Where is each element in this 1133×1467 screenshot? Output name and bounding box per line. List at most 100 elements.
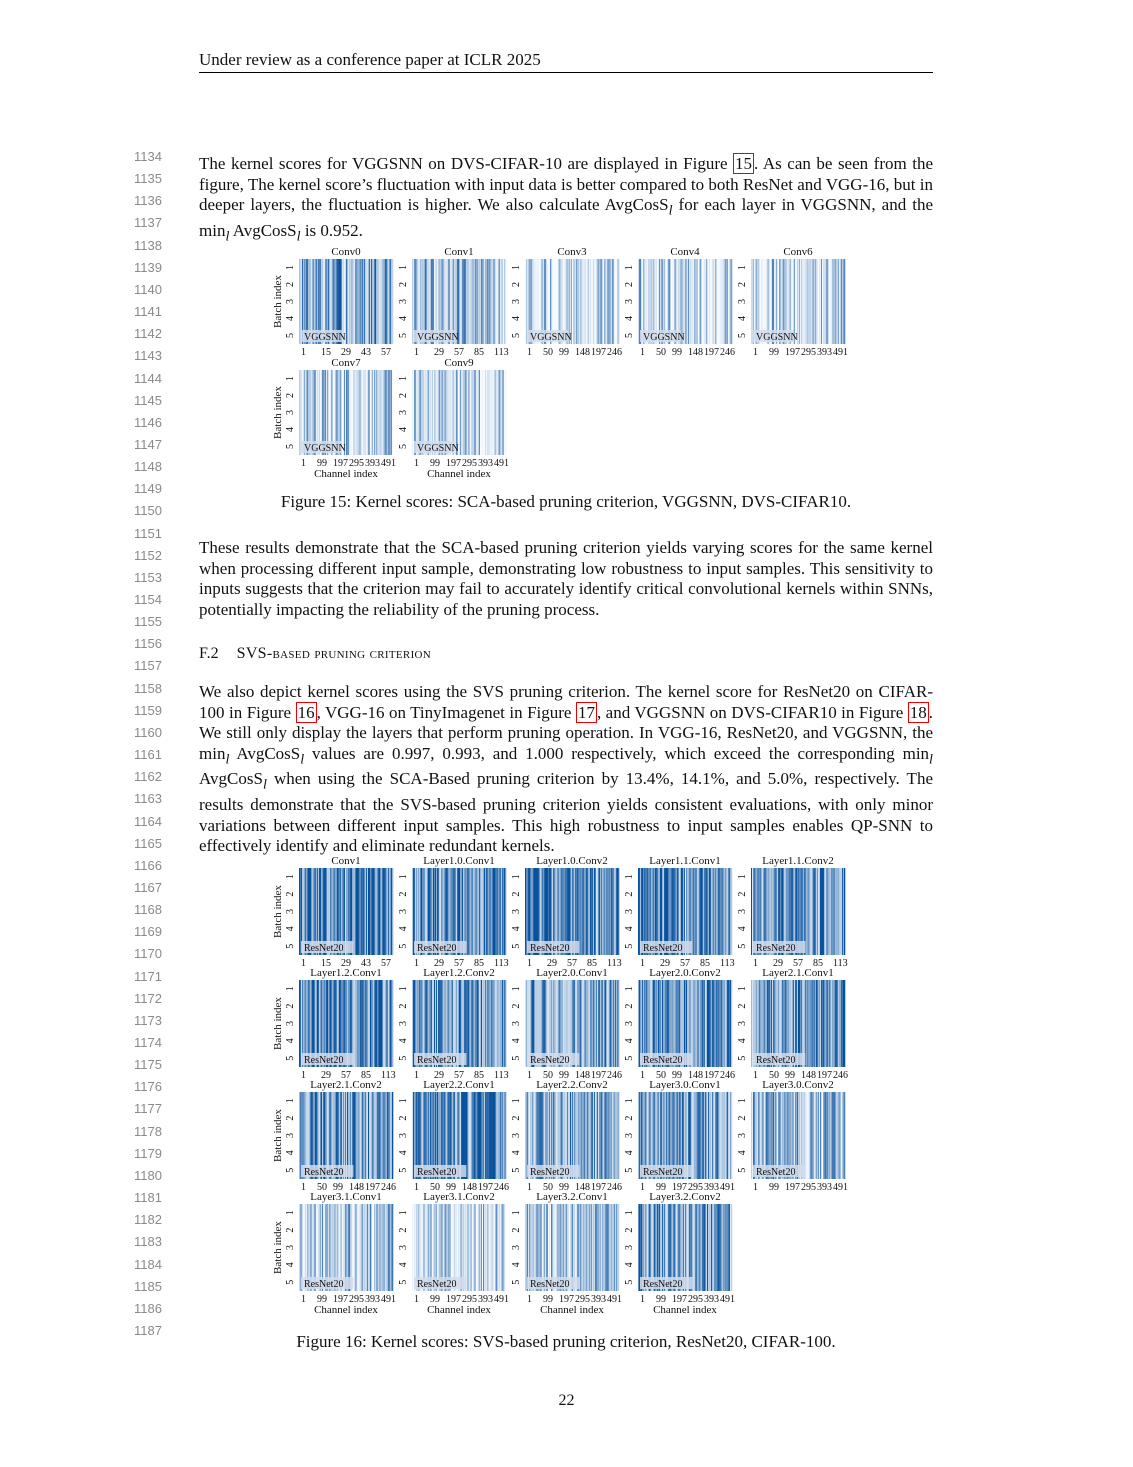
heatmap-column xyxy=(842,1092,845,1179)
heatmap-column xyxy=(696,980,698,1067)
y-tick-label: 3 xyxy=(624,1021,635,1026)
heatmap-column xyxy=(698,1204,700,1291)
heatmap-column xyxy=(570,259,573,344)
heatmap-column xyxy=(414,259,416,344)
heatmap-column xyxy=(436,259,438,344)
heatmap-column xyxy=(549,1204,551,1291)
heatmap-column xyxy=(838,868,841,955)
heatmap-column xyxy=(655,1204,658,1291)
heatmap-column xyxy=(787,1092,789,1179)
heatmap-column xyxy=(654,259,657,344)
heatmap-column xyxy=(387,868,390,955)
heatmap-column xyxy=(479,980,482,1067)
figure-16-link[interactable]: 16 xyxy=(295,701,317,723)
heatmap-column xyxy=(453,868,456,955)
heatmap-column xyxy=(730,259,733,344)
heatmap-column xyxy=(360,980,362,1067)
heatmap-column xyxy=(816,980,819,1067)
heatmap-column xyxy=(439,259,441,344)
legend-label: ResNet20 xyxy=(756,1055,795,1066)
heatmap-column xyxy=(782,868,784,955)
heatmap-column xyxy=(819,868,822,955)
figure-15-link[interactable]: 15 xyxy=(733,153,755,174)
heatmap-column xyxy=(601,1204,603,1291)
heatmap-column xyxy=(317,370,320,455)
y-tick-label: 5 xyxy=(285,333,296,338)
heatmap-column xyxy=(462,980,464,1067)
legend-label: VGGSNN xyxy=(530,332,572,343)
heatmap-column xyxy=(575,259,577,344)
y-tick-label: 1 xyxy=(398,1210,409,1215)
heatmap-column xyxy=(726,1092,729,1179)
heatmap-column xyxy=(751,259,753,344)
heatmap-column xyxy=(391,980,394,1067)
heatmap-column xyxy=(371,370,373,455)
heatmap-column xyxy=(486,259,488,344)
heatmap-column xyxy=(585,1204,587,1291)
panel-title: Layer2.0.Conv2 xyxy=(649,967,720,979)
heatmap-column xyxy=(553,980,555,1067)
heatmap-column xyxy=(543,980,546,1067)
heatmap-column xyxy=(813,1092,816,1179)
x-tick-label: 99 xyxy=(559,1070,569,1081)
heatmap-column xyxy=(712,980,714,1067)
heatmap-column xyxy=(566,868,569,955)
x-axis-label: Channel index xyxy=(540,1304,604,1316)
y-tick-label: 5 xyxy=(511,1056,522,1061)
legend-box xyxy=(301,441,342,453)
y-axis-label: Batch index xyxy=(272,275,284,328)
heatmap-column xyxy=(663,868,665,955)
heatmap-column xyxy=(610,868,612,955)
heatmap-column xyxy=(584,868,586,955)
heatmap-column xyxy=(535,1092,537,1179)
legend-label: ResNet20 xyxy=(417,1055,456,1066)
x-tick-label: 1 xyxy=(301,958,306,969)
x-tick-label: 246 xyxy=(381,1182,396,1193)
heatmap-column xyxy=(685,868,687,955)
heatmap-column xyxy=(791,980,794,1067)
legend-box xyxy=(640,941,693,953)
heatmap-column xyxy=(642,259,644,344)
x-tick-label: 1 xyxy=(414,1070,419,1081)
heatmap-column xyxy=(455,259,458,344)
figure-18-link[interactable]: 18 xyxy=(907,701,929,723)
heatmap-column xyxy=(665,259,667,344)
heatmap-column xyxy=(329,370,331,455)
heatmap-column xyxy=(583,1092,585,1179)
heatmap-column xyxy=(840,259,843,344)
heatmap-column xyxy=(812,868,814,955)
heatmap-column xyxy=(586,868,588,955)
heatmap-column xyxy=(545,259,548,344)
heatmap-column xyxy=(612,980,615,1067)
heatmap-column xyxy=(502,980,505,1067)
heatmap-column xyxy=(756,259,758,344)
heatmap-column xyxy=(751,980,753,1067)
heatmap-column xyxy=(467,868,469,955)
heatmap-column xyxy=(329,980,331,1067)
heatmap-column xyxy=(840,868,843,955)
heatmap-column xyxy=(531,1092,533,1179)
y-tick-label: 2 xyxy=(737,1116,748,1121)
heatmap-column xyxy=(688,1092,690,1179)
heatmap-column xyxy=(562,980,564,1067)
heatmap-column xyxy=(436,980,438,1067)
heatmap-column xyxy=(597,980,599,1067)
heatmap-column xyxy=(753,1092,755,1179)
heatmap-column xyxy=(581,259,583,344)
heatmap-column xyxy=(385,1204,388,1291)
heatmap-column xyxy=(839,868,842,955)
y-tick-label: 4 xyxy=(398,1150,409,1155)
y-tick-label: 3 xyxy=(398,299,409,304)
heatmap-column xyxy=(599,1092,601,1179)
heatmap-column xyxy=(561,1204,563,1291)
figure-17-link[interactable]: 17 xyxy=(575,701,597,723)
heatmap-column xyxy=(326,868,328,955)
heatmap-column xyxy=(607,1204,609,1291)
heatmap-column xyxy=(662,868,664,955)
heatmap-column xyxy=(706,868,709,955)
heatmap-column xyxy=(368,868,371,955)
heatmap-column xyxy=(728,1092,731,1179)
heatmap-column xyxy=(453,370,456,455)
heatmap-column xyxy=(683,980,686,1067)
